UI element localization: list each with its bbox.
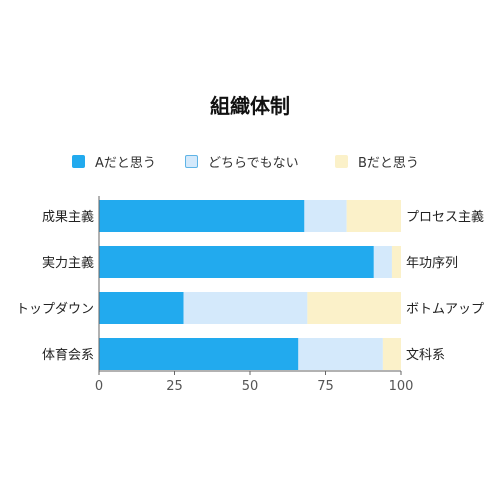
legend-swatch-neutral <box>185 155 198 168</box>
right-category-label-1: 年功序列 <box>406 256 458 271</box>
bar-segment-3-1 <box>298 338 383 370</box>
bar-segment-2-0 <box>99 292 184 324</box>
legend-item-neutral[interactable]: どちらでもない <box>185 152 299 171</box>
bar-segment-3-2 <box>382 338 401 370</box>
bar-segment-1-2 <box>391 246 401 278</box>
left-category-label-2: トップダウン <box>16 302 94 317</box>
left-category-label-3: 体育会系 <box>42 347 94 363</box>
bar-segment-0-1 <box>304 200 347 232</box>
bar-segment-1-1 <box>373 246 392 278</box>
right-category-label-3: 文科系 <box>406 348 445 363</box>
legend-label-a: Aだと思う <box>95 156 156 171</box>
x-tick-label-1: 25 <box>166 379 183 394</box>
legend-swatch-a <box>72 155 85 168</box>
right-category-label-2: ボトムアップ <box>406 302 484 317</box>
legend-label-b: Bだと思う <box>358 156 419 171</box>
x-tick-label-2: 50 <box>242 379 259 394</box>
x-tick-label-0: 0 <box>95 379 103 394</box>
x-tick-label-3: 75 <box>317 379 334 394</box>
legend-item-b[interactable]: Bだと思う <box>335 152 419 171</box>
legend-label-neutral: どちらでもない <box>208 156 299 171</box>
legend: Aだと思う どちらでもない Bだと思う <box>0 152 500 172</box>
left-category-label-0: 成果主義 <box>42 209 94 225</box>
left-category-label-1: 実力主義 <box>42 255 94 271</box>
x-tick-label-4: 100 <box>389 379 414 394</box>
legend-swatch-b <box>335 155 348 168</box>
right-category-label-0: プロセス主義 <box>406 209 484 225</box>
bar-segment-0-0 <box>99 200 305 232</box>
bar-segment-3-0 <box>99 338 299 370</box>
bar-segment-0-2 <box>346 200 401 232</box>
chart-title: 組織体制 <box>210 94 290 118</box>
bar-segment-2-1 <box>183 292 308 324</box>
legend-item-a[interactable]: Aだと思う <box>72 152 156 171</box>
bar-segment-2-2 <box>307 292 401 324</box>
bar-segment-1-0 <box>99 246 374 278</box>
